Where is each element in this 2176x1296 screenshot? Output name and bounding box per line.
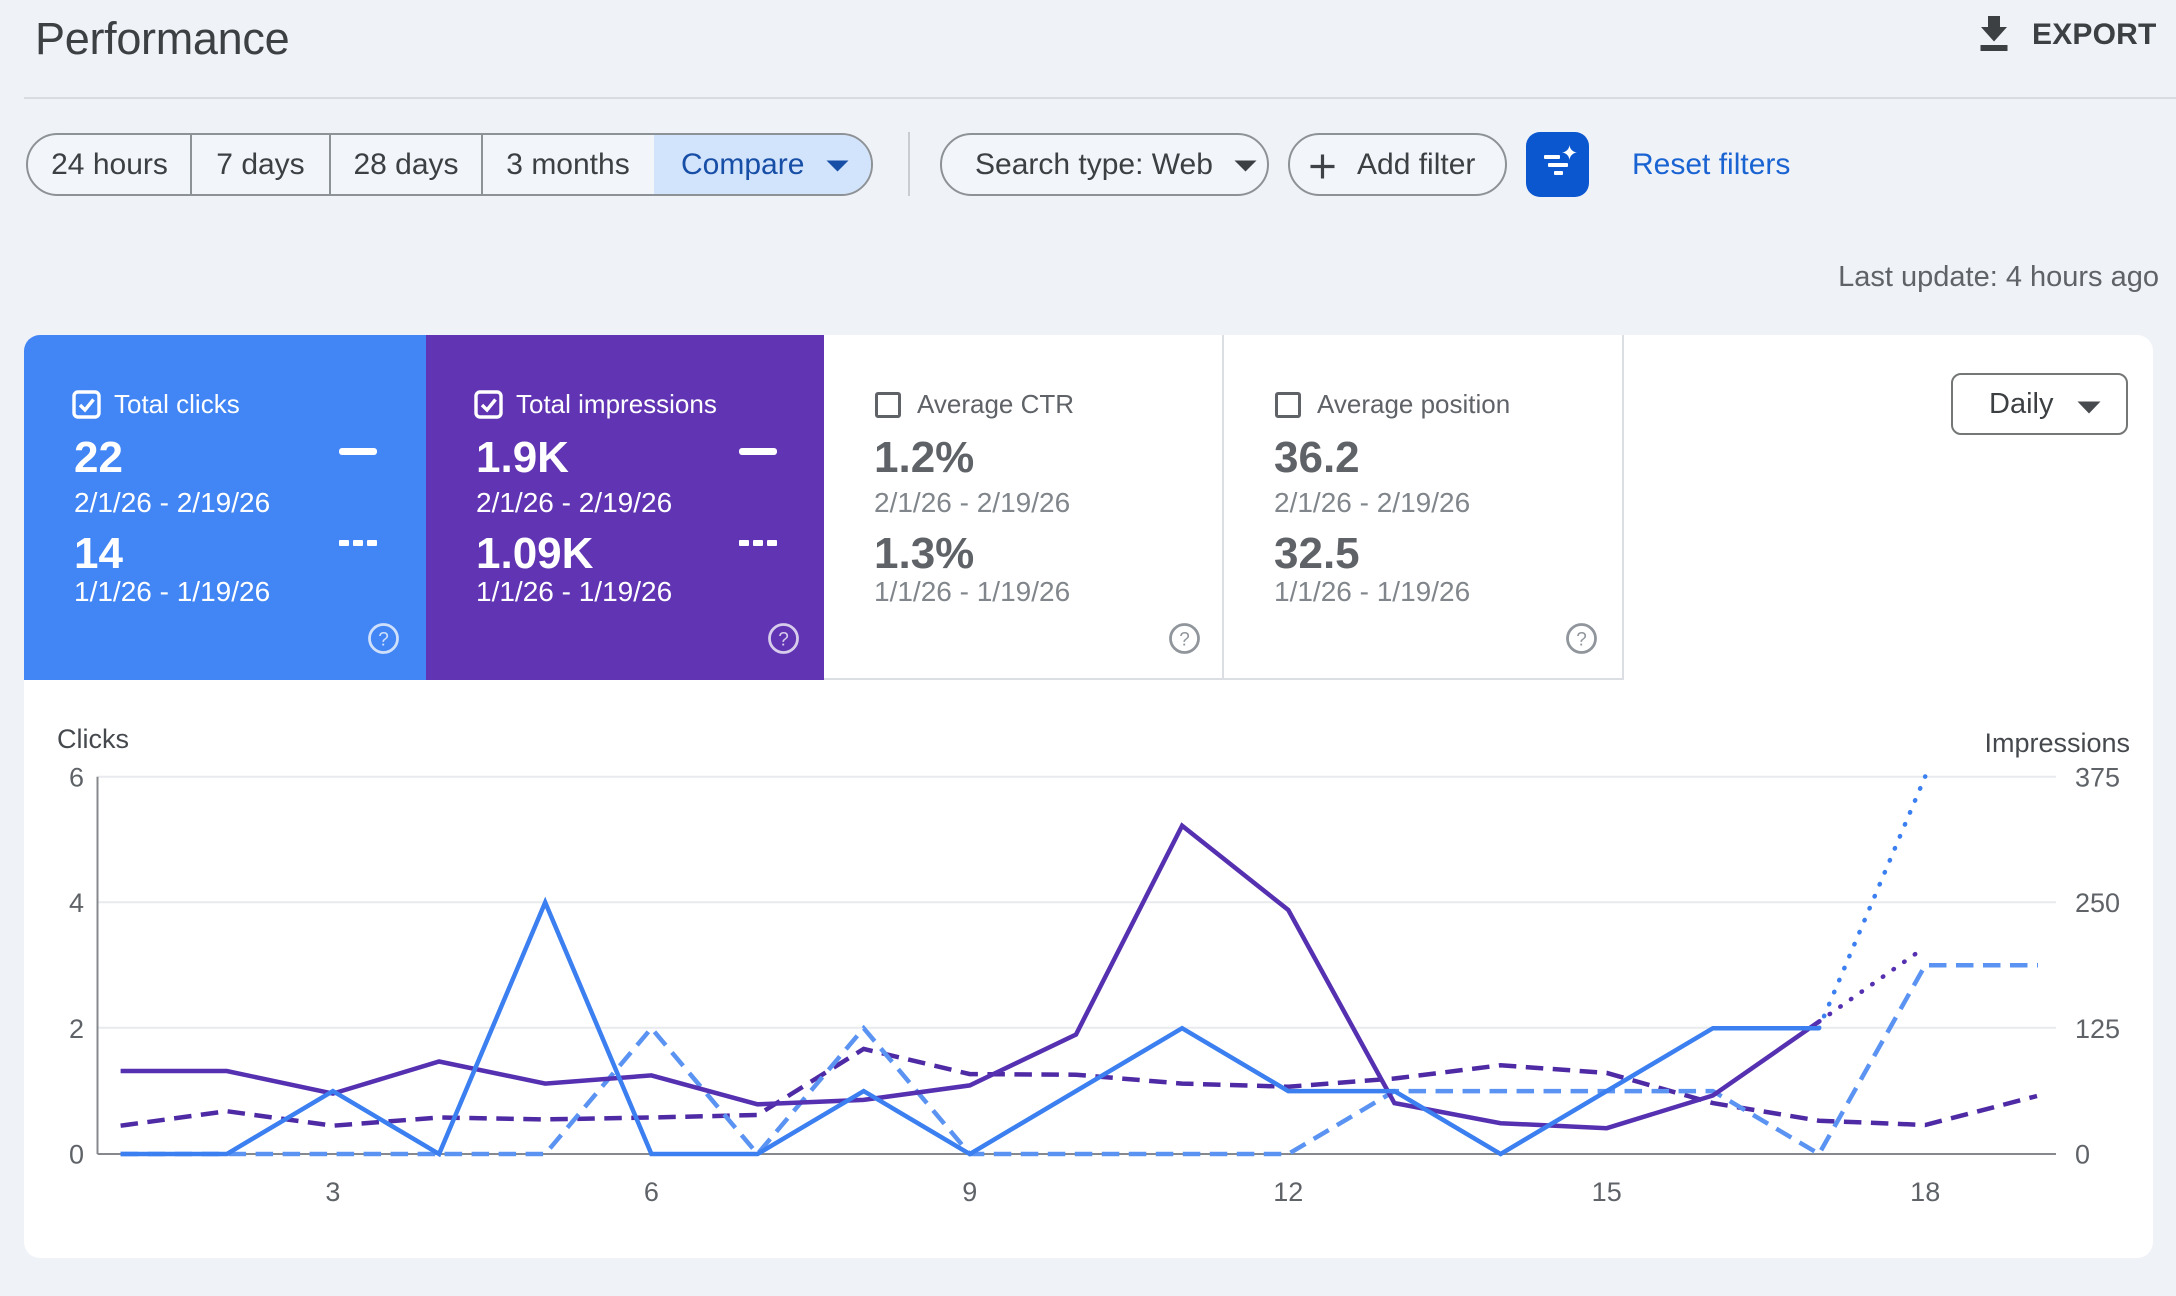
svg-text:250: 250 — [2075, 888, 2120, 918]
svg-text:18: 18 — [1910, 1177, 1940, 1207]
svg-text:125: 125 — [2075, 1014, 2120, 1044]
svg-text:6: 6 — [644, 1177, 659, 1207]
svg-text:375: 375 — [2075, 763, 2120, 793]
svg-text:Clicks: Clicks — [57, 724, 129, 754]
svg-text:Impressions: Impressions — [1984, 728, 2130, 758]
svg-text:2: 2 — [69, 1014, 84, 1044]
svg-text:12: 12 — [1273, 1177, 1303, 1207]
svg-text:9: 9 — [962, 1177, 977, 1207]
svg-text:?: ? — [778, 630, 789, 651]
svg-text:15: 15 — [1592, 1177, 1622, 1207]
svg-text:0: 0 — [69, 1140, 84, 1170]
svg-text:?: ? — [378, 630, 389, 651]
svg-text:6: 6 — [69, 763, 84, 793]
svg-text:3: 3 — [325, 1177, 340, 1207]
svg-text:4: 4 — [69, 888, 84, 918]
svg-text:?: ? — [1179, 630, 1190, 651]
svg-text:0: 0 — [2075, 1140, 2090, 1170]
svg-text:?: ? — [1576, 630, 1587, 651]
